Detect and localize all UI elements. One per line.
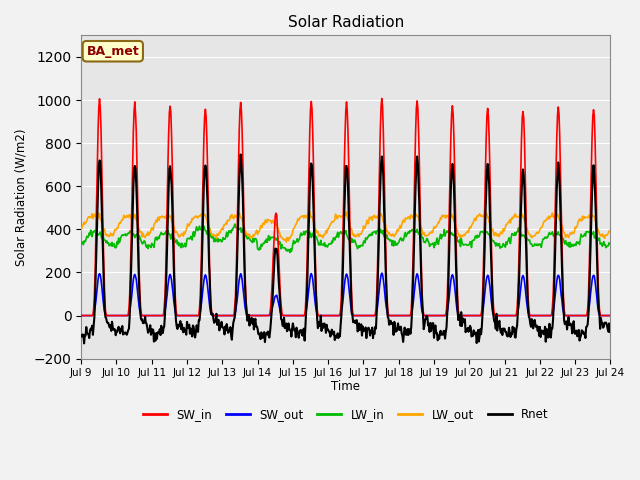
- LW_in: [195, 226, 203, 232]
- Line: Rnet: Rnet: [81, 155, 610, 343]
- Rnet: [196, 317, 204, 323]
- LW_in: [141, 239, 149, 245]
- LW_in: [286, 250, 294, 255]
- LW_in: [411, 228, 419, 234]
- Text: BA_met: BA_met: [86, 45, 139, 58]
- LW_in: [223, 229, 230, 235]
- LW_out: [195, 213, 203, 219]
- Rnet: [142, 320, 150, 325]
- Rnet: [237, 152, 244, 157]
- Rnet: [223, 325, 231, 331]
- Legend: SW_in, SW_out, LW_in, LW_out, Rnet: SW_in, SW_out, LW_in, LW_out, Rnet: [138, 403, 554, 426]
- LW_in: [606, 241, 614, 247]
- SW_out: [606, 312, 614, 318]
- SW_out: [410, 290, 418, 296]
- SW_out: [378, 270, 386, 276]
- Line: SW_in: SW_in: [81, 98, 610, 315]
- Rnet: [606, 329, 614, 335]
- Line: SW_out: SW_out: [81, 273, 610, 315]
- SW_in: [87, 312, 95, 318]
- LW_out: [87, 214, 95, 219]
- SW_in: [426, 312, 433, 318]
- SW_in: [410, 198, 418, 204]
- Rnet: [77, 333, 85, 338]
- LW_out: [606, 228, 614, 233]
- Line: LW_out: LW_out: [81, 212, 610, 242]
- Rnet: [80, 340, 88, 346]
- SW_out: [87, 312, 95, 318]
- LW_in: [231, 221, 239, 227]
- LW_out: [282, 240, 290, 245]
- Rnet: [88, 326, 95, 332]
- LW_out: [426, 230, 434, 236]
- SW_out: [426, 312, 433, 318]
- LW_out: [223, 221, 230, 227]
- SW_out: [223, 312, 230, 318]
- SW_out: [195, 312, 203, 318]
- SW_in: [195, 312, 203, 318]
- Title: Solar Radiation: Solar Radiation: [287, 15, 404, 30]
- LW_out: [411, 211, 419, 217]
- SW_out: [77, 312, 85, 318]
- Y-axis label: Solar Radiation (W/m2): Solar Radiation (W/m2): [15, 128, 28, 266]
- LW_out: [306, 209, 314, 215]
- Rnet: [411, 207, 419, 213]
- SW_in: [606, 312, 614, 318]
- LW_in: [77, 240, 85, 246]
- LW_in: [87, 227, 95, 233]
- X-axis label: Time: Time: [332, 380, 360, 393]
- SW_in: [77, 312, 85, 318]
- LW_in: [426, 241, 434, 247]
- SW_in: [378, 96, 386, 101]
- SW_out: [141, 312, 149, 318]
- LW_out: [77, 228, 85, 233]
- SW_in: [223, 312, 230, 318]
- Rnet: [426, 320, 434, 326]
- LW_out: [141, 235, 149, 240]
- SW_in: [141, 312, 149, 318]
- Line: LW_in: LW_in: [81, 224, 610, 252]
